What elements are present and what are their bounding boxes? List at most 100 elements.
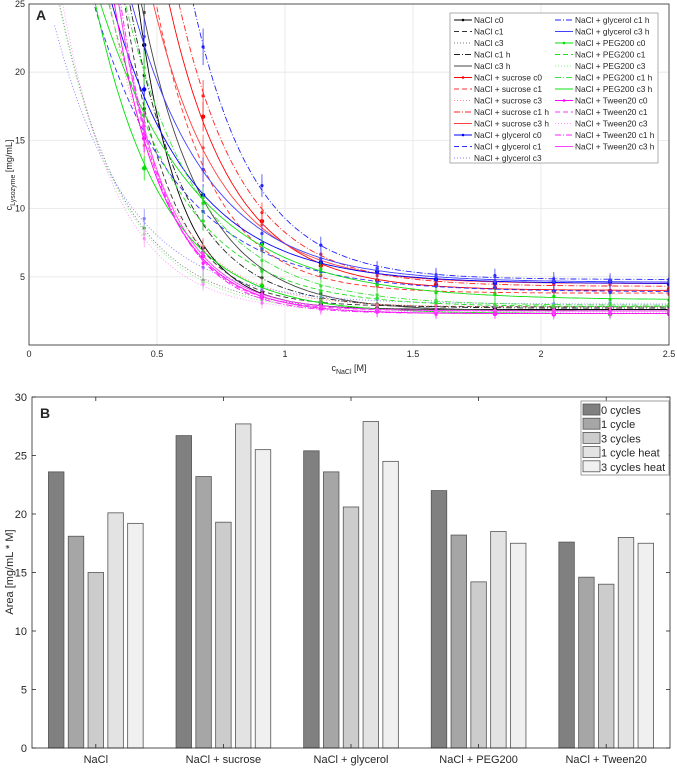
legend-label: NaCl + Tween20 c1 [575,107,648,117]
data-point [493,279,497,284]
bar-3 [490,531,507,749]
data-point [142,128,146,132]
data-point [201,219,205,223]
fit-curve-16 [108,4,669,308]
data-point [434,284,438,288]
bar-4 [637,542,654,749]
data-point [201,261,205,266]
bar-2 [470,581,487,749]
y-tick-label: 15 [15,568,27,580]
fit-curve-23 [120,4,669,315]
data-point [319,305,323,309]
data-point [493,302,497,306]
legend-label: NaCl + Tween20 c1 h [575,130,655,140]
data-point [142,216,146,221]
data-point [259,283,265,289]
legend-swatch [582,417,601,430]
data-point [552,310,556,314]
data-point [319,257,323,261]
data-point [260,231,264,236]
bar-2 [342,506,360,749]
legend-marker [461,133,465,137]
legend-label: NaCl + sucrose c1 [474,84,542,94]
bar-1 [450,534,467,749]
data-point [201,282,205,286]
y-tick-label: 0 [21,743,27,755]
data-point [434,298,438,302]
legend-marker [562,41,566,45]
data-point [200,114,206,119]
panel-b-bar-chart: 0 5 10 15 20 25 30 NaCl NaCl + sucrose NaCl + gly… [4,392,671,766]
legend-label: NaCl + Tween20 c0 [575,96,648,106]
bar-2 [598,583,615,749]
data-point [260,292,264,296]
legend-label: NaCl c1 h [474,50,511,60]
x-tick-label: NaCl [84,754,108,766]
fit-curve-11 [93,4,669,292]
legend-label: NaCl c3 h [474,61,511,71]
legend-label: 1 cycle heat [601,448,660,460]
bar-4 [510,542,527,749]
bar-3 [235,423,252,749]
x-label-unit: [M] [352,363,367,373]
data-point [319,267,323,271]
y-label-unit: [mg/mL] [4,140,14,175]
data-point [375,293,379,297]
data-point [319,243,323,247]
data-point [434,307,438,311]
bar-0 [558,541,575,749]
legend-label: NaCl + sucrose c3 h [474,119,549,129]
fit-curve-24 [118,4,669,312]
fit-curve-10 [111,4,669,284]
bar-0 [303,450,320,749]
data-point [552,294,556,298]
bar-4 [382,460,399,749]
legend-marker [461,76,465,79]
legend-swatch [582,446,601,459]
bar-1 [195,476,212,749]
axes-box [28,3,670,346]
data-point [375,266,379,270]
legend-label: NaCl + Tween20 c3 h [575,142,655,152]
legend-label: 0 cycles [601,405,641,417]
legend-label: 3 cycles heat [601,462,665,474]
legend-swatch [582,403,601,416]
data-point [142,10,146,15]
legend-marker [461,18,465,22]
data-point [375,307,379,312]
data-point [142,35,146,39]
bar-3 [107,512,124,749]
x-tick-label: 1 [282,349,287,359]
data-point [319,284,323,288]
legend-label: NaCl + glycerol c1 h [575,15,650,25]
x-axis-label: cNaCl [M] [331,363,366,376]
x-tick-label: 0.5 [151,349,164,359]
y-label-sub: Lysozyme [10,175,17,206]
legend-label: NaCl + glycerol c1 [474,142,542,152]
y-axis-label: cLysozyme [mg/mL] [4,140,17,211]
legend-label: NaCl c1 [474,27,504,37]
data-point [434,291,438,295]
legend-label: NaCl + glycerol c0 [474,130,542,140]
bar-1 [67,535,85,749]
data-point [434,274,438,278]
data-point [493,309,497,313]
legend-swatch [582,460,601,473]
bar-2 [215,521,232,749]
x-tick-label: 0 [26,349,31,359]
x-tick-label: NaCl + sucrose [186,754,262,766]
y-tick-label: 20 [15,509,27,521]
bar-0 [175,435,192,749]
legend-marker [562,99,566,102]
legend-label: NaCl c0 [474,15,504,25]
data-point [142,166,147,171]
fit-curve-6 [155,4,669,294]
data-point [260,184,264,188]
x-tick-label: NaCl + Tween20 [565,754,646,766]
legend-label: 3 cycles [601,433,641,445]
data-point [608,309,612,313]
legend: 0 cycles 1 cycle 3 cycles 1 cycle heat 3 cyc… [580,400,670,476]
data-point [201,251,205,255]
fit-curve-2 [59,4,669,312]
